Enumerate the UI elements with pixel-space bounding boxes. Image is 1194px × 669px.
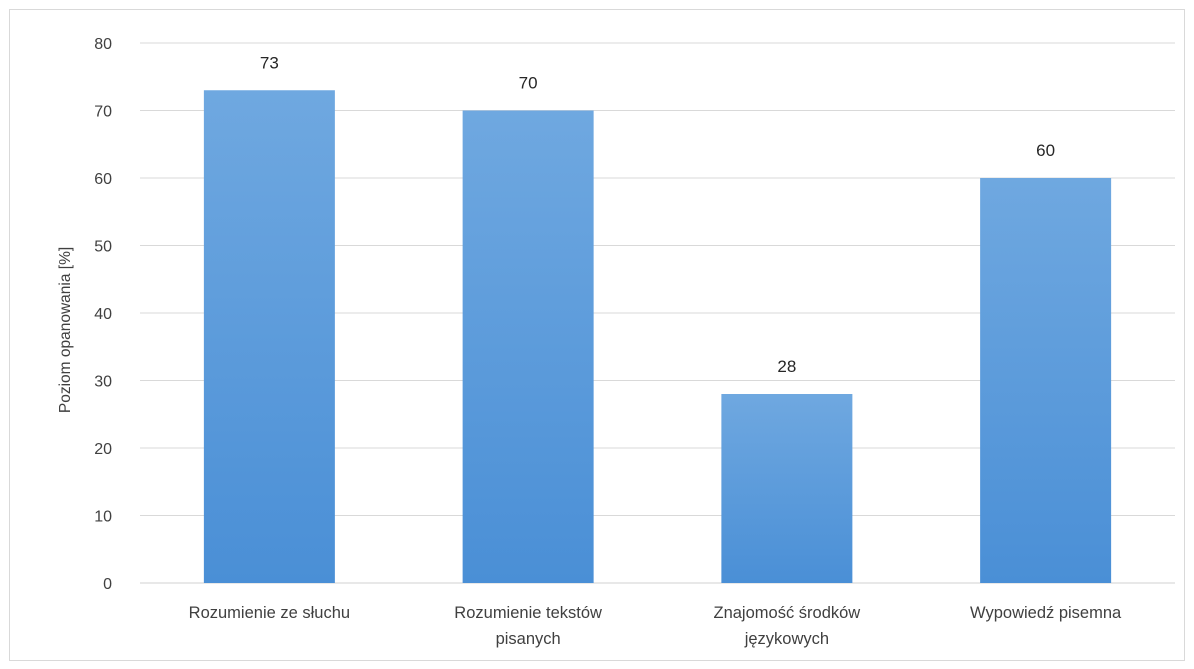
y-tick-label: 70	[94, 104, 112, 121]
bar	[721, 394, 853, 583]
y-axis-ticks: 0 10 20 30 40 50 60 70 80	[94, 36, 112, 593]
y-tick-label: 0	[103, 576, 112, 593]
bars	[203, 90, 1112, 583]
data-label: 28	[777, 357, 796, 376]
y-axis-title: Poziom opanowania [%]	[57, 247, 74, 413]
y-tick-label: 40	[94, 306, 112, 323]
category-label: Znajomość środków językowych	[714, 604, 861, 648]
category-label: Rozumienie tekstów pisanych	[454, 604, 602, 648]
data-label: 73	[260, 53, 279, 72]
y-tick-label: 50	[94, 239, 112, 256]
data-labels: 73 70 28 60	[260, 53, 1055, 376]
y-tick-label: 60	[94, 171, 112, 188]
bar	[462, 110, 594, 583]
y-tick-label: 10	[94, 509, 112, 526]
data-label: 70	[519, 74, 538, 93]
x-axis-categories: Rozumienie ze słuchu Rozumienie tekstów pi…	[189, 604, 1122, 648]
y-tick-label: 30	[94, 374, 112, 391]
bar	[203, 90, 335, 583]
y-tick-label: 20	[94, 441, 112, 458]
y-tick-label: 80	[94, 36, 112, 53]
data-label: 60	[1036, 141, 1055, 160]
category-label: Rozumienie ze słuchu	[189, 604, 350, 622]
bar	[980, 178, 1112, 583]
category-label: Wypowiedź pisemna	[970, 604, 1122, 622]
